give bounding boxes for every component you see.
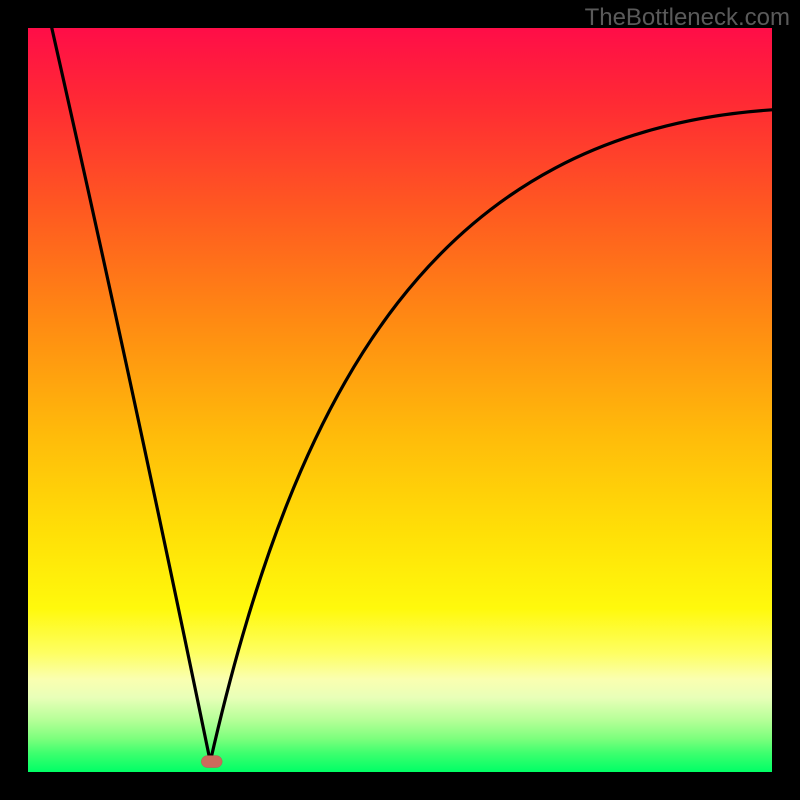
watermark-text: TheBottleneck.com xyxy=(585,4,790,32)
chart-frame: TheBottleneck.com xyxy=(0,0,800,800)
optimum-marker xyxy=(201,756,222,768)
gradient-plot-area xyxy=(28,28,772,772)
chart-svg xyxy=(0,0,800,800)
chart-canvas xyxy=(0,0,800,800)
